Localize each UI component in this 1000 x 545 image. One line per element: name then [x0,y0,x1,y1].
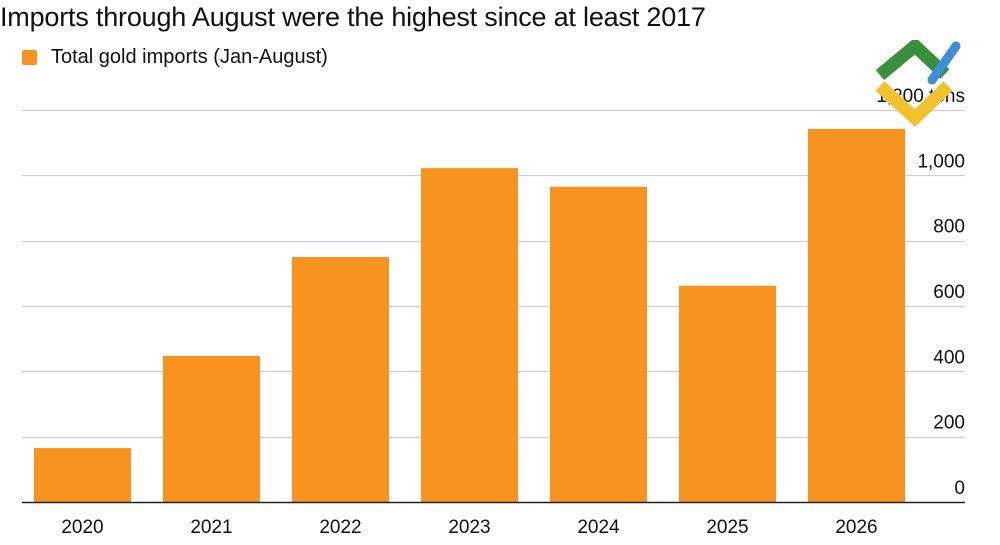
x-tick-label-2025: 2025 [706,517,748,538]
bar-2024 [550,186,647,502]
bar-2025 [679,285,776,502]
legend-label: Total gold imports (Jan-August) [51,46,328,68]
bar-2026 [808,128,905,503]
x-tick-label-2023: 2023 [448,517,490,538]
y-tick-label-400: 400 [933,347,965,368]
y-tick-label-0: 0 [954,478,965,499]
x-tick-label-2026: 2026 [835,517,877,538]
x-tick-label-2022: 2022 [319,517,361,538]
x-tick-label-2021: 2021 [190,517,232,538]
bar-2022 [292,257,389,502]
bar-2023 [421,168,518,502]
label-layer: 2020 2021 2022 2023 2024 2025 2026 0 200 400 600 80… [61,86,965,538]
x-tick-label-2020: 2020 [61,517,103,538]
chart-title: Imports through August were the highest … [0,2,706,32]
y-tick-label-1000: 1,000 [917,151,965,172]
y-tick-label-200: 200 [933,413,965,434]
legend-swatch [22,50,37,65]
y-tick-label-800: 800 [933,217,965,238]
chart-legend: Total gold imports (Jan-August) [22,46,328,69]
chevron-logo-icon [875,40,961,127]
bar-2021 [163,355,260,502]
y-tick-label-600: 600 [933,282,965,303]
bar-2020 [34,448,131,502]
x-tick-label-2024: 2024 [577,517,620,538]
bar-layer [34,128,905,503]
